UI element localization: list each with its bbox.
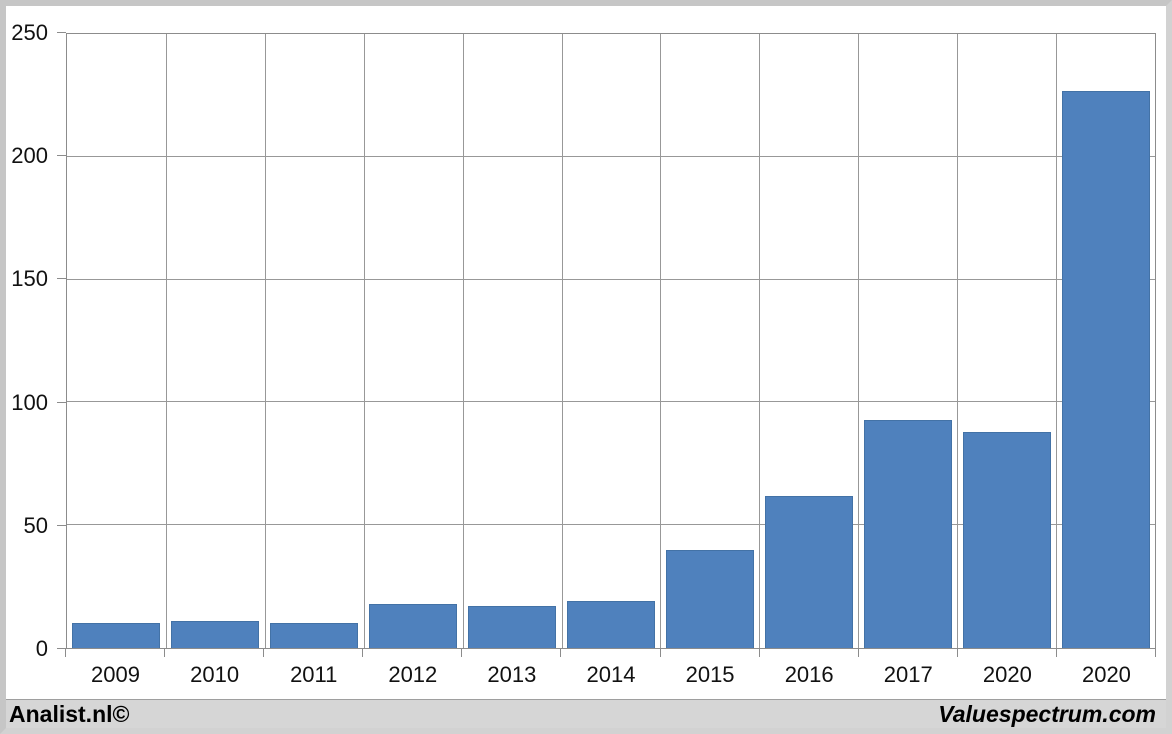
y-axis-labels: 0 50 100 150 200 250 [6, 22, 48, 660]
y-axis-tick-label: 250 [11, 20, 48, 45]
horizontal-gridline [67, 524, 1155, 526]
x-tick-mark [659, 648, 661, 657]
x-axis-tick-label: 2009 [91, 662, 141, 687]
vertical-gridline [363, 34, 365, 648]
bar-2015 [665, 549, 754, 648]
x-axis-tick-label: 2012 [388, 662, 438, 687]
bar-2013 [468, 606, 557, 648]
y-tick-mark [57, 278, 66, 280]
bar-2020 [962, 431, 1051, 648]
x-tick-mark [1055, 648, 1057, 657]
y-axis-tick-label: 50 [23, 512, 48, 538]
bar-2014 [566, 601, 655, 648]
bar-2017 [863, 419, 952, 648]
x-axis-tick-label: 2010 [190, 662, 240, 687]
x-axis-tick-label: 2013 [487, 662, 537, 687]
x-tick-mark [1155, 648, 1156, 657]
analist-credit: Analist.nl© [9, 700, 130, 727]
footer-bar: Analist.nl© Valuespectrum.com [6, 700, 1166, 728]
x-axis-tick-label: 2020 [982, 662, 1032, 687]
valuespectrum-credit: Valuespectrum.com [938, 700, 1156, 727]
x-axis-tick-label: 2020 [1081, 662, 1131, 687]
bar-2009 [72, 623, 161, 648]
x-axis-labels: 2009 2010 2011 2012 2013 2014 2015 2016 2017 2020… [66, 660, 1156, 690]
horizontal-gridline [67, 401, 1155, 403]
x-tick-mark [758, 648, 760, 657]
y-tick-mark [57, 155, 66, 157]
x-tick-mark [164, 648, 166, 657]
y-axis-tick-label: 100 [11, 389, 48, 415]
y-tick-mark [57, 32, 66, 33]
y-tick-mark [57, 524, 66, 526]
x-axis-tick-marks [65, 648, 1156, 657]
bar-2010 [171, 620, 260, 648]
horizontal-gridline [67, 278, 1155, 280]
x-axis-tick-label: 2014 [586, 662, 636, 687]
y-tick-mark [57, 401, 66, 403]
x-tick-mark [857, 648, 859, 657]
x-tick-mark [362, 648, 364, 657]
vertical-gridline [462, 34, 464, 648]
vertical-gridline [957, 34, 959, 648]
vertical-gridline [660, 34, 662, 648]
x-axis-tick-label: 2011 [290, 662, 338, 687]
y-axis-tick-label: 150 [11, 266, 48, 292]
bar-2016 [764, 495, 853, 648]
y-axis-tick-label: 0 [35, 636, 48, 661]
bar-2020 [1061, 90, 1150, 648]
vertical-gridline [1056, 34, 1058, 648]
vertical-gridline [858, 34, 860, 648]
vertical-gridline [759, 34, 761, 648]
plot-area [66, 33, 1156, 649]
vertical-gridline [561, 34, 563, 648]
x-tick-mark [461, 648, 463, 657]
bar-2011 [270, 623, 359, 648]
vertical-gridline [264, 34, 266, 648]
x-axis-tick-label: 2017 [883, 662, 933, 687]
vertical-gridline [165, 34, 167, 648]
x-tick-mark [560, 648, 562, 657]
x-tick-mark [263, 648, 265, 657]
x-axis-tick-label: 2015 [685, 662, 735, 687]
x-tick-mark [956, 648, 958, 657]
y-axis-tick-marks [57, 32, 66, 649]
chart-panel: 0 50 100 150 200 250 2009 2010 2011 2012 2013 2014… [6, 6, 1166, 700]
x-axis-tick-label: 2016 [784, 662, 834, 687]
bar-2012 [369, 603, 458, 648]
x-tick-mark [65, 648, 66, 657]
y-axis-tick-label: 200 [11, 143, 48, 169]
y-tick-mark [57, 648, 66, 649]
horizontal-gridline [67, 155, 1155, 157]
